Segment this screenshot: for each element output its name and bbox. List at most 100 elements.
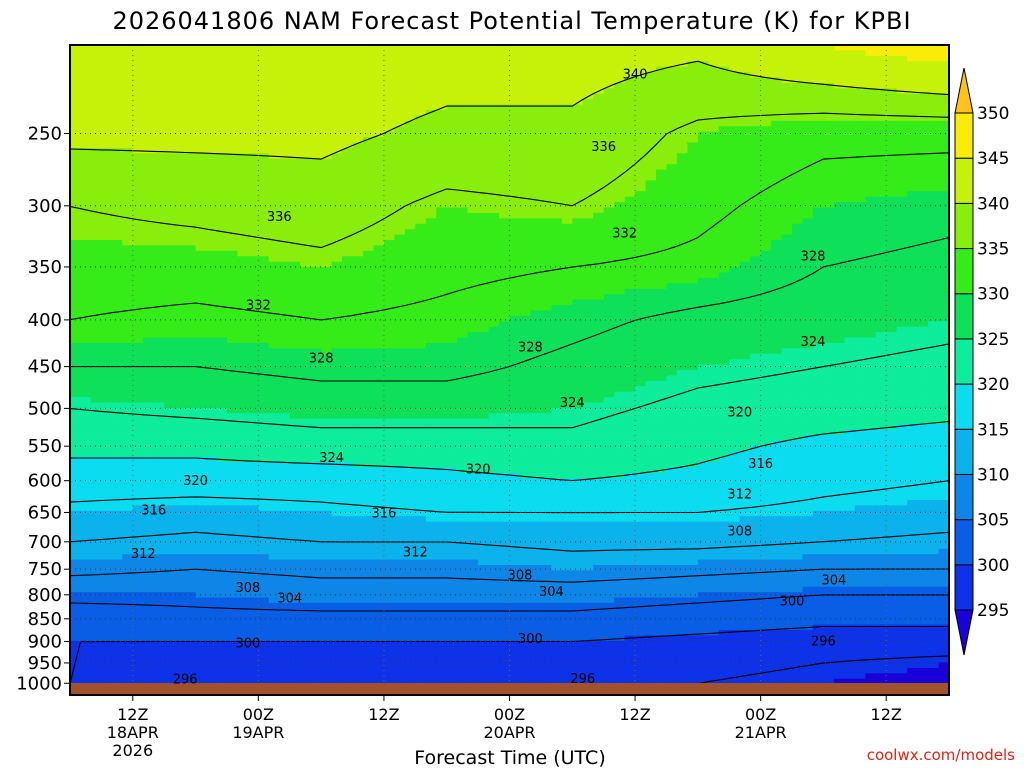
- theta-cell: [122, 597, 134, 604]
- theta-cell: [310, 126, 322, 133]
- theta-cell: [206, 370, 218, 377]
- theta-cell: [174, 196, 186, 203]
- theta-cell: [300, 462, 312, 469]
- theta-cell: [195, 158, 207, 165]
- theta-cell: [363, 261, 375, 268]
- theta-cell: [404, 77, 416, 84]
- theta-cell: [153, 375, 165, 382]
- theta-cell: [394, 418, 406, 425]
- theta-cell: [289, 337, 301, 344]
- theta-cell: [342, 55, 354, 62]
- theta-cell: [373, 147, 385, 154]
- theta-cell: [373, 462, 385, 469]
- theta-cell: [457, 326, 469, 333]
- theta-cell: [331, 55, 343, 62]
- theta-cell: [90, 380, 102, 387]
- theta-cell: [310, 348, 322, 355]
- theta-cell: [436, 456, 448, 463]
- theta-cell: [342, 613, 354, 620]
- theta-cell: [80, 429, 92, 436]
- theta-cell: [279, 548, 291, 555]
- theta-cell: [446, 570, 458, 577]
- theta-cell: [122, 678, 134, 685]
- theta-cell: [310, 196, 322, 203]
- theta-cell: [331, 142, 343, 149]
- theta-cell: [457, 635, 469, 642]
- theta-cell: [310, 261, 322, 268]
- theta-cell: [132, 45, 144, 52]
- theta-cell: [226, 370, 239, 377]
- theta-cell: [488, 272, 500, 279]
- theta-cell: [268, 55, 280, 62]
- theta-cell: [247, 630, 259, 637]
- theta-cell: [321, 602, 333, 609]
- theta-cell: [237, 554, 249, 561]
- theta-cell: [101, 164, 113, 171]
- theta-cell: [373, 202, 385, 209]
- theta-cell: [373, 196, 385, 203]
- theta-cell: [174, 505, 186, 512]
- theta-cell: [373, 456, 385, 463]
- theta-cell: [195, 50, 207, 57]
- theta-cell: [153, 245, 165, 252]
- theta-cell: [122, 413, 134, 420]
- theta-cell: [488, 559, 500, 566]
- theta-cell: [70, 429, 82, 436]
- theta-cell: [383, 299, 395, 306]
- theta-cell: [101, 55, 113, 62]
- theta-cell: [195, 413, 207, 420]
- theta-cell: [70, 185, 82, 192]
- theta-cell: [446, 82, 458, 89]
- theta-cell: [143, 505, 155, 512]
- theta-cell: [363, 407, 375, 414]
- theta-cell: [363, 158, 375, 165]
- theta-cell: [101, 202, 113, 209]
- theta-cell: [174, 202, 186, 209]
- theta-cell: [195, 462, 207, 469]
- theta-cell: [206, 288, 218, 295]
- theta-cell: [352, 110, 364, 117]
- theta-cell: [258, 77, 270, 84]
- theta-cell: [383, 45, 395, 52]
- theta-cell: [80, 245, 92, 252]
- theta-cell: [216, 158, 228, 165]
- theta-cell: [446, 88, 458, 95]
- theta-cell: [143, 559, 155, 566]
- theta-cell: [457, 321, 469, 328]
- theta-cell: [268, 602, 280, 609]
- theta-cell: [342, 532, 354, 539]
- theta-cell: [101, 207, 113, 214]
- theta-cell: [90, 635, 102, 642]
- theta-cell: [373, 521, 385, 528]
- theta-cell: [122, 218, 134, 225]
- theta-cell: [226, 196, 239, 203]
- theta-cell: [90, 510, 102, 517]
- theta-cell: [216, 402, 228, 409]
- theta-cell: [185, 164, 197, 171]
- theta-cell: [488, 386, 500, 393]
- theta-cell: [216, 207, 228, 214]
- theta-cell: [415, 110, 427, 117]
- theta-cell: [101, 483, 113, 490]
- theta-cell: [394, 359, 406, 366]
- theta-cell: [436, 483, 448, 490]
- theta-cell: [300, 326, 312, 333]
- theta-cell: [404, 456, 416, 463]
- theta-cell: [404, 597, 416, 604]
- theta-cell: [352, 137, 364, 144]
- theta-cell: [436, 305, 448, 312]
- theta-cell: [174, 554, 186, 561]
- theta-cell: [279, 245, 291, 252]
- theta-cell: [457, 380, 469, 387]
- theta-cell: [415, 635, 427, 642]
- theta-cell: [321, 169, 333, 176]
- theta-cell: [467, 299, 479, 306]
- theta-cell: [478, 147, 490, 154]
- theta-cell: [111, 456, 123, 463]
- theta-cell: [394, 315, 406, 322]
- theta-cell: [122, 164, 134, 171]
- theta-cell: [404, 462, 416, 469]
- theta-cell: [80, 196, 92, 203]
- theta-cell: [70, 126, 82, 133]
- theta-cell: [394, 131, 406, 138]
